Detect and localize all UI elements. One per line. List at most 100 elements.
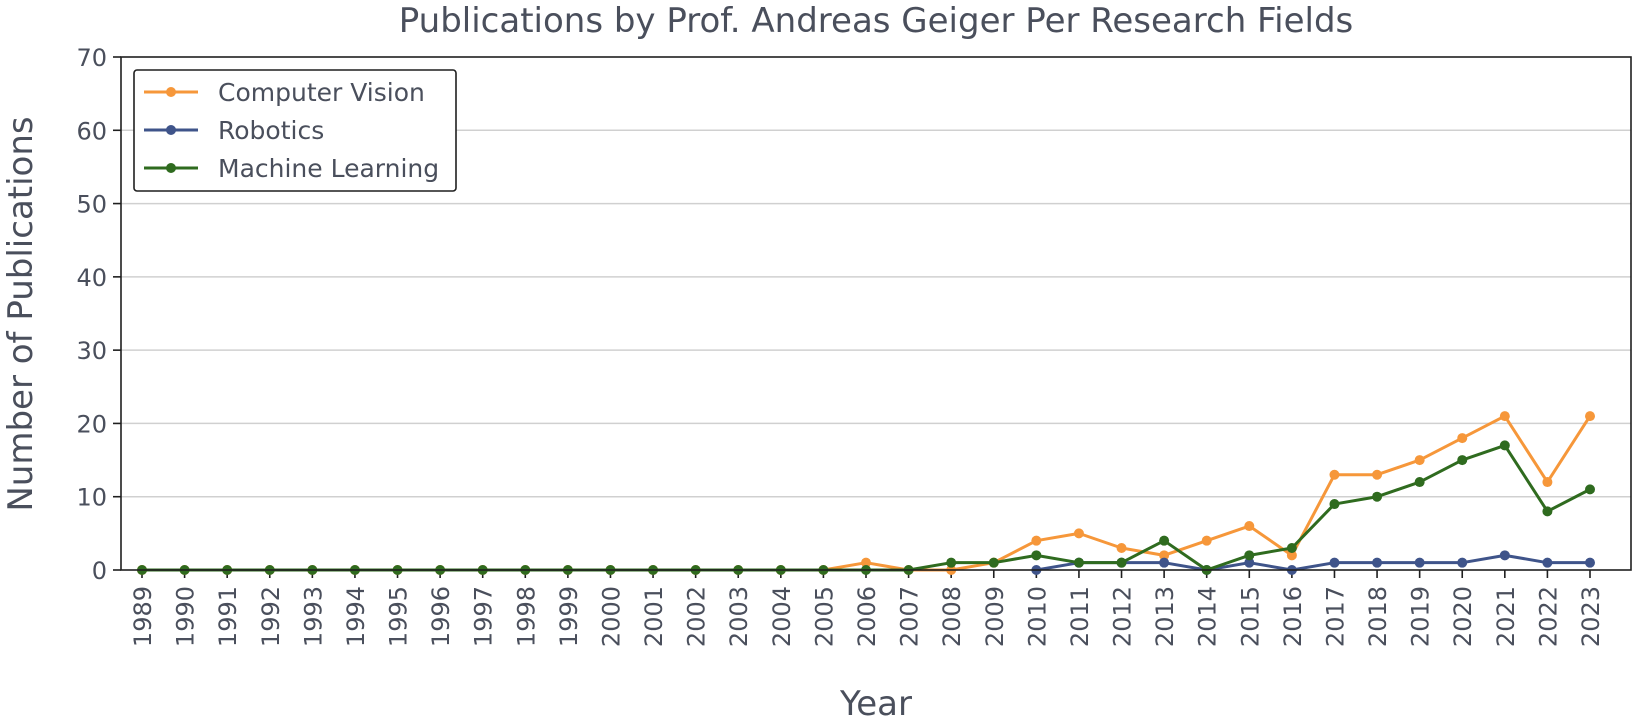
- data-point: [1414, 557, 1425, 568]
- data-point: [1244, 557, 1255, 568]
- data-point: [1542, 506, 1553, 517]
- legend-label: Computer Vision: [218, 78, 425, 107]
- y-tick-label: 70: [76, 44, 107, 72]
- data-point: [1073, 557, 1084, 568]
- data-point: [1542, 557, 1553, 568]
- data-point: [1329, 557, 1340, 568]
- data-point: [946, 557, 957, 568]
- x-axis-ticks: 1989 1990 1991 1992 1993 1994 1995 1996 1997 1998…: [129, 570, 1605, 647]
- chart-title: Publications by Prof. Andreas Geiger Per…: [399, 1, 1354, 41]
- x-tick-label: 2001: [640, 586, 668, 647]
- data-point: [1031, 550, 1042, 561]
- x-tick-label: 2013: [1151, 586, 1179, 647]
- legend: Computer Vision Robotics Machine Learning: [133, 69, 457, 192]
- series-line: [1036, 553, 1590, 572]
- data-point: [1585, 557, 1595, 568]
- data-point: [1116, 557, 1127, 568]
- x-tick-label: 1993: [299, 586, 327, 647]
- x-tick-label: 2017: [1321, 586, 1349, 647]
- data-point: [1414, 455, 1425, 466]
- legend-marker: [166, 87, 176, 97]
- x-tick-label: 2012: [1109, 586, 1137, 647]
- legend-label: Machine Learning: [218, 154, 439, 183]
- x-tick-label: 2011: [1066, 586, 1094, 647]
- x-tick-label: 2021: [1492, 586, 1520, 647]
- series-machine-learning: [137, 440, 1595, 575]
- data-point: [1372, 469, 1383, 480]
- x-tick-label: 2002: [683, 586, 711, 647]
- x-tick-label: 1999: [555, 586, 583, 647]
- x-tick-label: 2006: [853, 586, 881, 647]
- data-point: [1286, 543, 1297, 554]
- data-point: [1329, 469, 1340, 480]
- data-point: [1201, 535, 1212, 546]
- x-tick-label: 1992: [257, 586, 285, 647]
- legend-box: [133, 69, 457, 192]
- x-tick-label: 1990: [172, 586, 200, 647]
- x-tick-label: 2003: [725, 586, 753, 647]
- data-point: [1457, 557, 1468, 568]
- x-tick-label: 1994: [342, 586, 370, 647]
- y-tick-label: 20: [76, 410, 107, 438]
- x-tick-label: 2005: [810, 586, 838, 647]
- data-point: [1244, 521, 1255, 532]
- series-line: [142, 443, 1591, 572]
- data-point: [1159, 550, 1170, 561]
- data-point: [1414, 477, 1425, 488]
- data-point: [1116, 543, 1127, 554]
- data-point: [1372, 491, 1383, 502]
- data-point: [1159, 557, 1170, 568]
- x-axis-label: Year: [839, 684, 912, 724]
- data-point: [1286, 550, 1297, 561]
- plot-frame: [120, 56, 1632, 571]
- x-tick-label: 1998: [512, 586, 540, 647]
- y-tick-label: 60: [76, 117, 107, 145]
- y-tick-label: 10: [76, 484, 107, 512]
- data-point: [1329, 499, 1340, 510]
- x-tick-label: 1997: [470, 586, 498, 647]
- data-point: [1542, 477, 1553, 488]
- data-point: [1499, 550, 1510, 561]
- data-point: [1499, 411, 1510, 422]
- x-tick-label: 2008: [938, 586, 966, 647]
- data-point: [1457, 455, 1468, 466]
- x-tick-label: 2007: [896, 586, 924, 647]
- y-tick-label: 30: [76, 337, 107, 365]
- x-tick-label: 1989: [129, 586, 157, 647]
- x-tick-label: 2015: [1236, 586, 1264, 647]
- x-tick-label: 2019: [1407, 586, 1435, 647]
- series-line: [142, 414, 1592, 572]
- x-tick-label: 2023: [1577, 586, 1605, 647]
- data-point: [1585, 484, 1595, 495]
- data-point: [1499, 440, 1510, 451]
- x-tick-label: 2014: [1194, 586, 1222, 647]
- data-point: [988, 557, 999, 568]
- y-tick-label: 50: [76, 191, 107, 219]
- data-point: [1244, 550, 1255, 561]
- data-point: [1159, 535, 1170, 546]
- data-point: [1372, 557, 1383, 568]
- x-tick-label: 1996: [427, 586, 455, 647]
- x-tick-label: 2004: [768, 586, 796, 647]
- data-point: [1031, 535, 1042, 546]
- legend-marker: [166, 125, 176, 135]
- y-axis-label: Number of Publications: [1, 116, 41, 511]
- x-tick-label: 1991: [214, 586, 242, 647]
- x-tick-label: 1995: [385, 586, 413, 647]
- x-tick-label: 2009: [981, 586, 1009, 647]
- x-tick-label: 2016: [1279, 586, 1307, 647]
- x-tick-label: 2018: [1364, 586, 1392, 647]
- x-tick-label: 2022: [1534, 586, 1562, 647]
- x-tick-label: 2020: [1449, 586, 1477, 647]
- y-tick-label: 0: [92, 557, 107, 585]
- y-tick-label: 40: [76, 264, 107, 292]
- x-tick-label: 2010: [1023, 586, 1051, 647]
- legend-marker: [166, 163, 176, 173]
- data-point: [1073, 528, 1084, 539]
- data-point: [861, 557, 871, 568]
- y-axis-ticks: 0 10 20 30 40 50 60 70: [76, 44, 121, 585]
- legend-label: Robotics: [218, 116, 324, 145]
- data-point: [1585, 411, 1595, 422]
- x-tick-label: 2000: [597, 586, 625, 647]
